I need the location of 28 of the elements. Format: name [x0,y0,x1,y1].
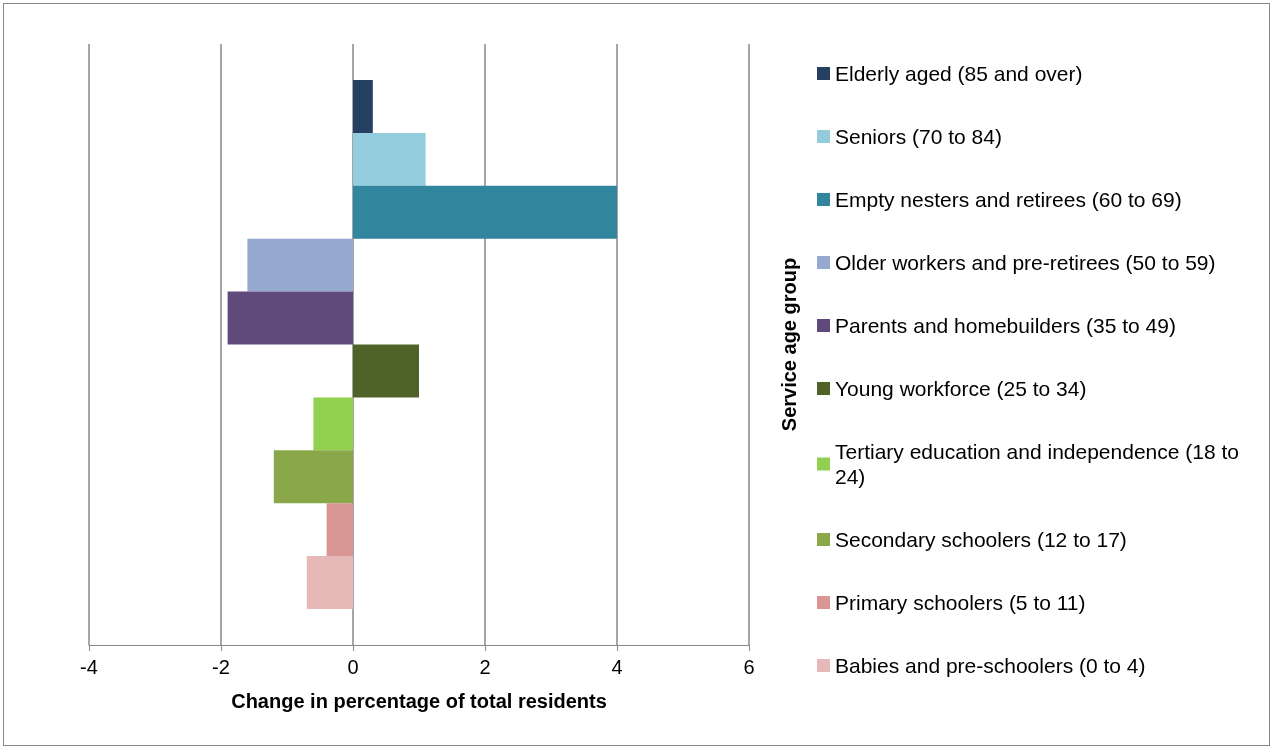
legend-label: Seniors (70 to 84) [835,125,1002,148]
bar [227,291,353,345]
legend-label: Primary schoolers (5 to 11) [835,591,1086,614]
legend-label: Parents and homebuilders (35 to 49) [835,314,1176,337]
legend-label: Elderly aged (85 and over) [835,62,1083,85]
x-tick-label: -2 [212,656,230,678]
legend-label: Older workers and pre-retirees (50 to 59) [835,251,1216,274]
legend-label: Tertiary education and independence (18 to 24) [835,440,1245,488]
bar [353,185,617,239]
legend-label: Babies and pre-schoolers (0 to 4) [835,654,1146,677]
x-tick-label: 2 [479,656,491,678]
bar [306,556,353,609]
bar [313,397,353,451]
legend-label: Young workforce (25 to 34) [835,377,1087,400]
bar [353,344,419,398]
legend-label: Secondary schoolers (12 to 17) [835,528,1127,551]
bar [247,238,353,292]
legend-label: Empty nesters and retirees (60 to 69) [835,188,1182,211]
x-tick-label: -4 [80,656,98,678]
bar [353,132,426,186]
y-axis-title: Service age group [778,257,800,432]
x-tick-label: 6 [743,656,755,678]
bar [353,80,373,133]
x-tick-label: 4 [611,656,623,678]
bar [273,450,353,504]
bar [326,503,353,557]
x-tick-label: 0 [347,656,359,678]
x-axis-title: Change in percentage of total residents [231,690,607,712]
